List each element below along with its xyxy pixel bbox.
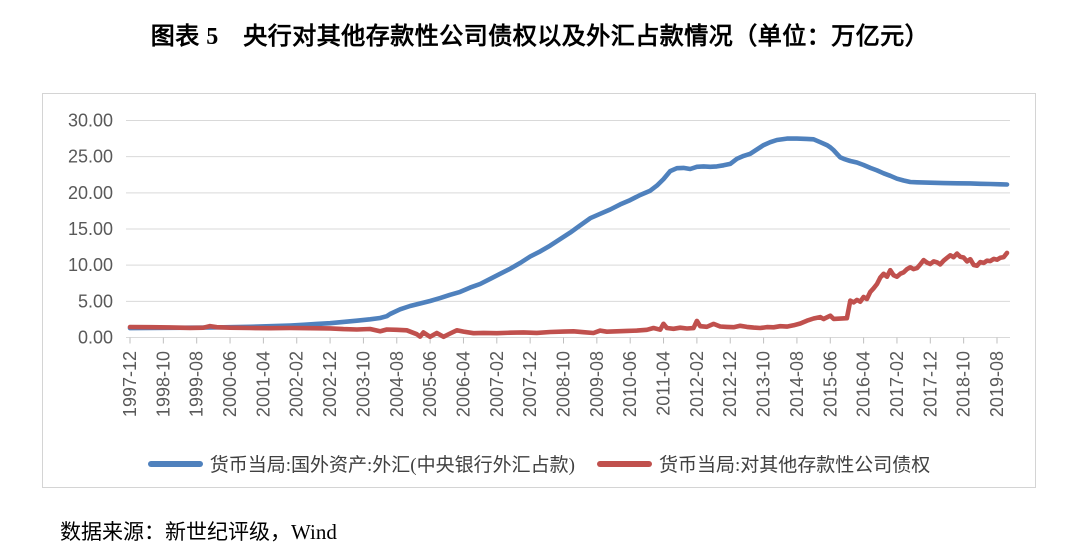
svg-text:2009-08: 2009-08: [587, 351, 607, 417]
legend-label-claims-on-banks: 货币当局:对其他存款性公司债权: [658, 455, 931, 476]
chart-legend: 货币当局:国外资产:外汇(中央银行外汇占款) 货币当局:对其他存款性公司债权: [43, 450, 1035, 477]
line-chart: 0.00 5.00 10.00 15.00 20.00 25.00 30.00 1997-12…: [68, 111, 1010, 417]
svg-text:30.00: 30.00: [68, 111, 113, 131]
svg-text:2015-06: 2015-06: [820, 351, 840, 417]
figure-title: 图表 5 央行对其他存款性公司债权以及外汇占款情况（单位：万亿元）: [150, 24, 930, 50]
legend-item-fx-reserves: 货币当局:国外资产:外汇(中央银行外汇占款): [147, 450, 575, 477]
svg-text:2001-04: 2001-04: [253, 351, 273, 417]
svg-text:2019-08: 2019-08: [987, 351, 1007, 417]
svg-text:0.00: 0.00: [78, 328, 113, 348]
svg-text:2004-08: 2004-08: [387, 351, 407, 417]
svg-text:2013-10: 2013-10: [754, 351, 774, 417]
svg-text:2008-10: 2008-10: [553, 351, 573, 417]
svg-text:10.00: 10.00: [68, 255, 113, 275]
chart-area: 0.00 5.00 10.00 15.00 20.00 25.00 30.00 1997-12…: [42, 93, 1036, 488]
svg-text:2016-04: 2016-04: [854, 351, 874, 417]
y-gridlines: [126, 120, 1010, 338]
y-axis-labels: 0.00 5.00 10.00 15.00 20.00 25.00 30.00: [68, 111, 113, 348]
svg-text:2007-02: 2007-02: [487, 351, 507, 417]
svg-text:2002-12: 2002-12: [320, 351, 340, 417]
svg-text:1997-12: 1997-12: [120, 351, 140, 417]
svg-text:15.00: 15.00: [68, 219, 113, 239]
svg-text:20.00: 20.00: [68, 183, 113, 203]
svg-text:2005-06: 2005-06: [420, 351, 440, 417]
svg-text:2012-12: 2012-12: [720, 351, 740, 417]
svg-text:2003-10: 2003-10: [353, 351, 373, 417]
svg-text:1998-10: 1998-10: [153, 351, 173, 417]
legend-swatch-fx-reserves: [147, 460, 203, 467]
source-note: 数据来源：新世纪评级，Wind: [60, 520, 337, 544]
svg-text:2006-04: 2006-04: [453, 351, 473, 417]
x-axis-labels: 1997-12 1998-10 1999-08 2000-06 2001-04 2002-…: [120, 351, 1007, 417]
svg-text:2014-08: 2014-08: [787, 351, 807, 417]
svg-text:2017-12: 2017-12: [920, 351, 940, 417]
x-axis-ticks: [129, 337, 998, 344]
legend-label-fx-reserves: 货币当局:国外资产:外汇(中央银行外汇占款): [209, 455, 575, 476]
legend-item-claims-on-banks: 货币当局:对其他存款性公司债权: [596, 450, 931, 477]
svg-text:2011-04: 2011-04: [654, 351, 674, 416]
svg-text:1999-08: 1999-08: [187, 351, 207, 417]
series-line-0: [127, 136, 1010, 331]
series-line-1: [127, 250, 1010, 340]
svg-text:2012-02: 2012-02: [687, 351, 707, 417]
svg-text:2002-02: 2002-02: [287, 351, 307, 417]
svg-text:2018-10: 2018-10: [954, 351, 974, 417]
legend-swatch-claims-on-banks: [596, 460, 652, 467]
svg-text:25.00: 25.00: [68, 147, 113, 167]
svg-text:5.00: 5.00: [78, 291, 113, 311]
svg-text:2010-06: 2010-06: [620, 351, 640, 417]
svg-text:2007-12: 2007-12: [520, 351, 540, 417]
svg-text:2017-02: 2017-02: [887, 351, 907, 417]
svg-text:2000-06: 2000-06: [220, 351, 240, 417]
